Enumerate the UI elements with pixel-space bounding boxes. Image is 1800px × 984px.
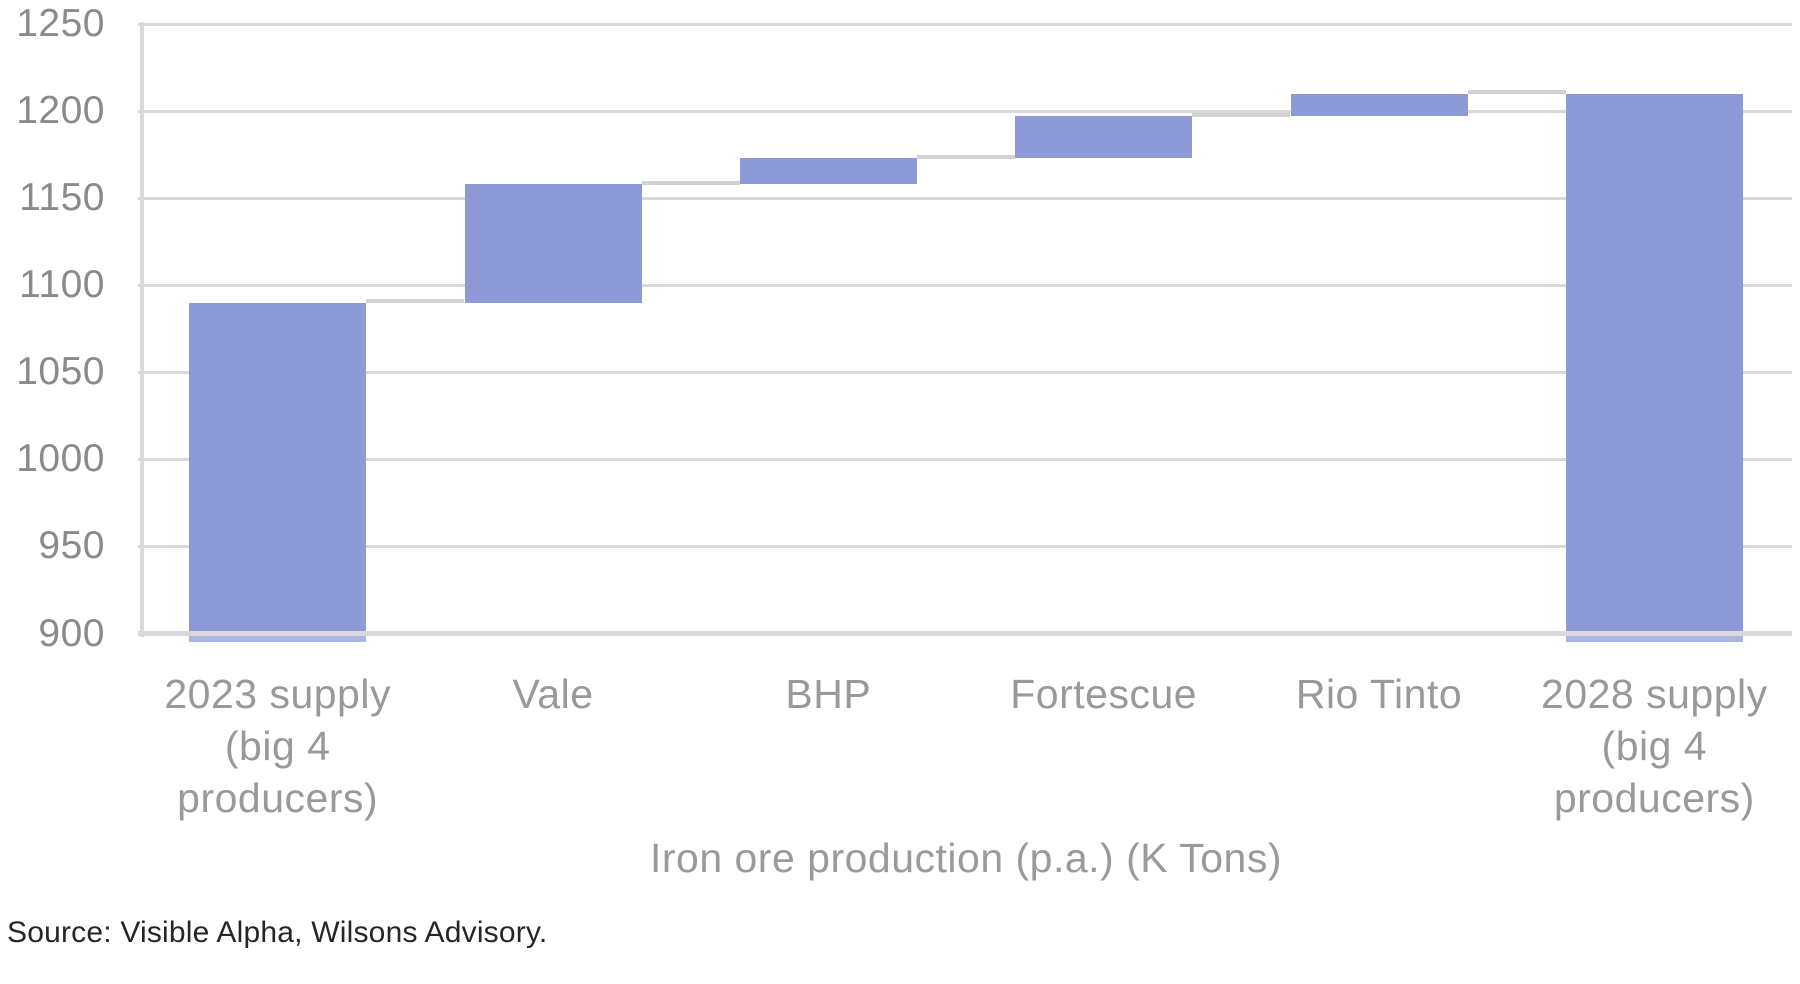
y-tick-label-1200: 1200 bbox=[16, 89, 105, 133]
x-label-line: producers) bbox=[177, 775, 379, 821]
x-axis-title: Iron ore production (p.a.) (K Tons) bbox=[649, 835, 1283, 881]
source-note: Source: Visible Alpha, Wilsons Advisory. bbox=[7, 916, 548, 949]
y-tick-label-1150: 1150 bbox=[19, 176, 105, 220]
gridline-1000 bbox=[138, 457, 1792, 461]
bar-rio-tinto bbox=[1290, 93, 1468, 117]
y-tick-label-1000: 1000 bbox=[16, 437, 105, 481]
x-label-line: Vale bbox=[512, 671, 594, 717]
gridline-1050 bbox=[138, 370, 1792, 374]
bar-below-baseline-tint bbox=[1565, 635, 1743, 643]
gridline-1150 bbox=[138, 196, 1792, 200]
y-tick-label-1050: 1050 bbox=[16, 350, 105, 394]
x-label-line: producers) bbox=[1553, 775, 1755, 821]
connector-2 bbox=[641, 180, 740, 185]
x-label-line: BHP bbox=[785, 671, 872, 717]
x-label-rio-tinto: Rio Tinto bbox=[1209, 668, 1549, 720]
bar-bhp bbox=[739, 158, 917, 185]
x-label-bhp: BHP bbox=[658, 668, 998, 720]
connector-1 bbox=[366, 299, 465, 304]
gridline-950 bbox=[138, 544, 1792, 548]
bar-2023-supply bbox=[189, 302, 367, 643]
bar-vale bbox=[464, 184, 642, 303]
gridline-1250 bbox=[138, 22, 1792, 26]
bar-below-baseline-tint bbox=[189, 635, 367, 643]
y-tick-label-950: 950 bbox=[38, 524, 105, 568]
y-tick-label-1100: 1100 bbox=[19, 263, 105, 307]
y-tick-label-1250: 1250 bbox=[16, 2, 105, 45]
x-label-vale: Vale bbox=[383, 668, 723, 720]
gridline-900 bbox=[138, 631, 1792, 636]
x-label-line: 2023 supply bbox=[164, 671, 391, 717]
y-axis-line bbox=[140, 22, 144, 637]
x-label-2023-supply: 2023 supply (big 4 producers) bbox=[108, 668, 448, 824]
x-label-line: (big 4 bbox=[1601, 723, 1708, 769]
gridline-1100 bbox=[138, 283, 1792, 287]
x-label-line: (big 4 bbox=[224, 723, 331, 769]
bar-fortescue bbox=[1015, 116, 1193, 159]
connector-3 bbox=[916, 154, 1016, 159]
x-label-line: Rio Tinto bbox=[1295, 671, 1463, 717]
x-label-line: Fortescue bbox=[1010, 671, 1198, 717]
bar-2028-supply bbox=[1565, 93, 1743, 643]
gridline-1200 bbox=[138, 109, 1792, 113]
x-label-line: 2028 supply bbox=[1541, 671, 1768, 717]
y-tick-label-900: 900 bbox=[38, 611, 105, 655]
connector-5 bbox=[1467, 90, 1566, 95]
x-label-fortescue: Fortescue bbox=[934, 668, 1274, 720]
connector-4 bbox=[1192, 112, 1291, 117]
x-label-2028-supply: 2028 supply (big 4 producers) bbox=[1484, 668, 1800, 824]
